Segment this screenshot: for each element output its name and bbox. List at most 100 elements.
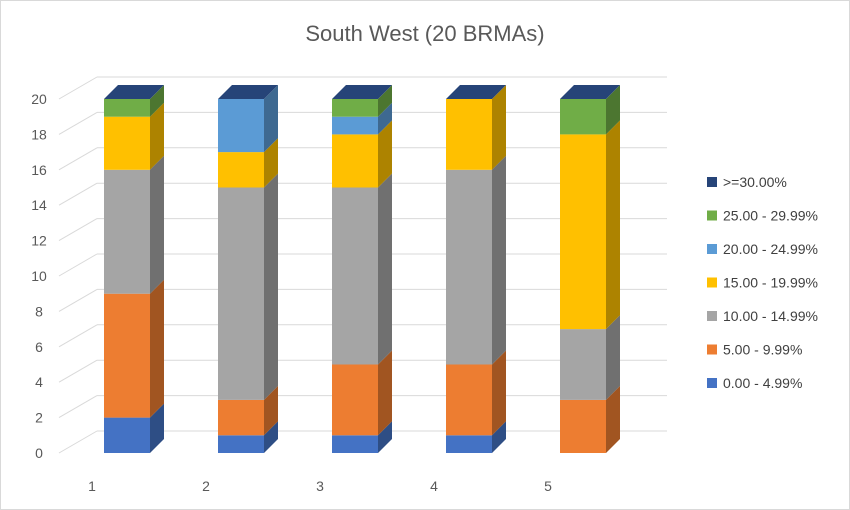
bar-side bbox=[150, 403, 164, 453]
legend-item: 5.00 - 9.99% bbox=[707, 342, 802, 358]
bar-side bbox=[606, 120, 620, 330]
bar-segment bbox=[218, 421, 278, 453]
gridline-depth bbox=[58, 111, 98, 135]
bar-segment bbox=[446, 155, 506, 365]
bar-segment bbox=[332, 102, 392, 135]
legend-label: >=30.00% bbox=[723, 174, 787, 190]
gridline-depth bbox=[58, 395, 98, 419]
bar-segment bbox=[446, 350, 506, 436]
bar-side bbox=[378, 173, 392, 365]
y-tick-label: 10 bbox=[31, 268, 47, 284]
bar-side bbox=[378, 102, 392, 135]
gridline-depth bbox=[58, 324, 98, 348]
bar-front bbox=[446, 435, 492, 453]
y-tick-label: 20 bbox=[31, 91, 47, 107]
bar-top bbox=[446, 85, 506, 99]
bar-segment bbox=[104, 279, 164, 418]
bar-front bbox=[332, 116, 378, 135]
legend-swatch bbox=[707, 344, 717, 355]
x-tick-label: 4 bbox=[430, 478, 438, 494]
legend-label: 20.00 - 24.99% bbox=[723, 241, 818, 257]
bar-top bbox=[218, 85, 278, 99]
gridline-depth bbox=[58, 288, 98, 312]
y-tick-label: 8 bbox=[35, 303, 43, 319]
y-tick-label: 16 bbox=[31, 162, 47, 178]
bar-front bbox=[446, 364, 492, 436]
legend-swatch bbox=[707, 378, 717, 388]
bar-front bbox=[332, 364, 378, 436]
legend-swatch bbox=[707, 244, 717, 254]
legend-label: 0.00 - 4.99% bbox=[723, 375, 802, 391]
gridline-depth bbox=[58, 253, 98, 277]
gridline-depth bbox=[58, 218, 98, 242]
bar-top bbox=[104, 85, 164, 99]
bar-segment bbox=[104, 102, 164, 170]
bar-front bbox=[332, 187, 378, 365]
bar-side bbox=[264, 138, 278, 188]
legend-label: 25.00 - 29.99% bbox=[723, 208, 818, 224]
bar-side bbox=[150, 85, 164, 117]
bar-front bbox=[104, 99, 150, 117]
y-tick-label: 4 bbox=[35, 374, 43, 390]
legend-label: 10.00 - 14.99% bbox=[723, 308, 818, 324]
bar-segment bbox=[332, 350, 392, 436]
bar-top bbox=[560, 85, 620, 99]
y-tick-label: 14 bbox=[31, 197, 47, 213]
bar-segment bbox=[218, 173, 278, 400]
bar-side bbox=[492, 155, 506, 365]
bar-top bbox=[332, 85, 392, 99]
bar-stack bbox=[332, 85, 392, 453]
bar-segment bbox=[104, 85, 164, 117]
bar-front bbox=[332, 99, 378, 117]
bar-side bbox=[264, 421, 278, 453]
bar-front bbox=[446, 99, 492, 170]
bar-segment bbox=[446, 85, 506, 170]
legend-label: 15.00 - 19.99% bbox=[723, 275, 818, 291]
bar-side bbox=[150, 155, 164, 294]
bar-segment bbox=[560, 85, 620, 135]
bar-segment bbox=[218, 85, 278, 153]
bar-side bbox=[606, 315, 620, 400]
legend-swatch bbox=[707, 311, 717, 321]
bar-side bbox=[150, 102, 164, 170]
legend-label: 5.00 - 9.99% bbox=[723, 342, 802, 358]
bar-front bbox=[560, 99, 606, 135]
bar-side bbox=[492, 350, 506, 436]
bar-front bbox=[218, 152, 264, 188]
x-axis: 1 2 3 4 5 bbox=[88, 478, 552, 494]
bar-front bbox=[218, 99, 264, 153]
bar-front bbox=[218, 399, 264, 436]
bar-side bbox=[492, 85, 506, 170]
bar-side bbox=[378, 421, 392, 453]
bar-front bbox=[104, 169, 150, 294]
bar-front bbox=[218, 187, 264, 400]
bar-front bbox=[104, 417, 150, 453]
bar-front bbox=[560, 134, 606, 330]
bar-side bbox=[150, 279, 164, 418]
bar-stack bbox=[446, 85, 506, 453]
bar-side bbox=[378, 85, 392, 117]
bar-segment bbox=[218, 385, 278, 436]
bar-side bbox=[606, 385, 620, 453]
gridline-depth bbox=[58, 182, 98, 206]
y-axis: 0 2 4 6 8 10 12 14 16 18 20 bbox=[31, 91, 47, 461]
bar-segment bbox=[560, 315, 620, 400]
bar-front bbox=[104, 116, 150, 170]
x-tick-label: 5 bbox=[544, 478, 552, 494]
bar-segment bbox=[332, 173, 392, 365]
bar-segment bbox=[560, 120, 620, 330]
bar-stack bbox=[104, 85, 164, 453]
bar-segment bbox=[218, 138, 278, 188]
bar-front bbox=[332, 134, 378, 188]
bar-side bbox=[264, 173, 278, 400]
legend-item: 20.00 - 24.99% bbox=[707, 241, 818, 257]
bar-segment bbox=[332, 120, 392, 188]
bar-front bbox=[332, 435, 378, 453]
x-tick-label: 2 bbox=[202, 478, 210, 494]
bar-side bbox=[264, 385, 278, 436]
bar-side bbox=[492, 421, 506, 453]
legend-item: 10.00 - 14.99% bbox=[707, 308, 818, 324]
legend-swatch bbox=[707, 177, 717, 187]
gridline-depth bbox=[58, 147, 98, 171]
